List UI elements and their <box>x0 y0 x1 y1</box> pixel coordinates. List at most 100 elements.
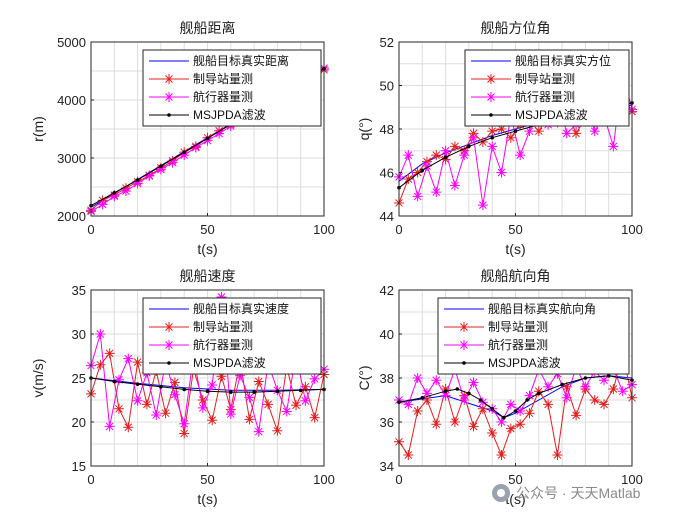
y-tick-label: 15 <box>72 459 86 474</box>
legend-entry: 舰船目标真实速度 <box>193 301 289 316</box>
x-tick-label: 50 <box>508 222 522 237</box>
legend-entry: 舰船目标真实航向角 <box>488 301 596 316</box>
legend-entry: 舰船目标真实距离 <box>193 53 289 68</box>
data-point-station <box>263 399 274 410</box>
data-point-aircraft <box>214 128 225 139</box>
data-point-aircraft <box>505 399 516 410</box>
y-tick-label: 52 <box>380 35 394 50</box>
data-point-aircraft <box>132 395 143 406</box>
data-point-aircraft <box>123 353 134 364</box>
data-point-station <box>543 399 554 410</box>
data-point-aircraft <box>104 421 115 432</box>
data-point-aircraft <box>599 375 610 386</box>
data-point-filter <box>513 409 518 413</box>
legend-marker-station <box>486 74 496 84</box>
data-point-filter <box>252 390 256 394</box>
data-point-filter <box>298 388 303 393</box>
legend-marker-aircraft <box>486 92 496 102</box>
data-point-station <box>449 417 460 427</box>
data-point-filter <box>229 390 233 394</box>
data-point-station <box>477 403 488 414</box>
x-tick-label: 50 <box>200 222 214 237</box>
data-point-station <box>300 381 311 392</box>
data-point-aircraft <box>524 390 535 401</box>
x-tick-label: 0 <box>395 222 402 237</box>
data-point-station <box>477 137 488 148</box>
data-point-aircraft <box>561 128 572 139</box>
data-point-filter <box>478 398 483 402</box>
legend-entry: MSJPDA滤波 <box>193 108 266 122</box>
legend-marker-station <box>459 322 469 332</box>
data-point-station <box>571 410 582 421</box>
data-point-station <box>253 376 264 387</box>
data-point-aircraft <box>202 135 213 146</box>
data-point-aircraft <box>608 141 619 152</box>
data-point-aircraft <box>403 399 414 410</box>
x-axis-label: t(s) <box>505 491 525 507</box>
data-point-aircraft <box>225 409 236 420</box>
x-tick-label: 50 <box>508 472 522 487</box>
data-point-station <box>561 381 572 392</box>
y-tick-label: 44 <box>380 209 394 224</box>
data-point-station <box>515 419 526 430</box>
data-point-aircraft <box>468 377 479 388</box>
data-point-station <box>524 408 535 419</box>
y-tick-label: 34 <box>380 459 394 474</box>
y-tick-label: 30 <box>72 327 86 342</box>
data-point-filter <box>182 150 186 154</box>
x-tick-label: 0 <box>87 472 94 487</box>
data-point-aircraft <box>281 406 292 417</box>
data-point-station <box>412 167 423 178</box>
data-point-aircraft <box>524 126 535 137</box>
y-axis-label: C(°) <box>356 365 372 390</box>
data-point-aircraft <box>515 150 526 161</box>
data-point-station <box>599 399 610 410</box>
y-tick-label: 48 <box>380 122 394 137</box>
y-axis-label: r(m) <box>30 116 46 142</box>
legend-entry: 制导站量测 <box>488 320 548 334</box>
data-point-station <box>496 450 507 460</box>
data-point-station <box>95 359 106 370</box>
legend-box <box>142 297 322 375</box>
legend-entry: 航行器量测 <box>193 337 253 352</box>
data-point-aircraft <box>496 167 507 178</box>
data-point-aircraft <box>197 402 208 413</box>
data-point-aircraft <box>412 373 423 383</box>
x-axis-label: t(s) <box>197 491 217 507</box>
data-point-station <box>533 126 544 137</box>
data-point-station <box>160 408 171 419</box>
legend-entry: 航行器量测 <box>488 337 548 352</box>
x-tick-label: 50 <box>200 472 214 487</box>
data-point-aircraft <box>97 199 108 210</box>
legend-entry: 舰船目标真实方位 <box>515 53 611 68</box>
legend-box <box>142 49 322 127</box>
data-point-station <box>216 371 227 382</box>
data-point-aircraft <box>421 388 432 399</box>
y-tick-label: 35 <box>72 283 86 298</box>
data-point-station <box>291 400 302 411</box>
data-point-station <box>104 348 115 359</box>
data-point-station <box>123 422 134 433</box>
data-point-filter <box>420 396 425 400</box>
data-point-station <box>440 154 451 165</box>
y-axis-label: v(m/s) <box>30 359 46 398</box>
data-point-station <box>608 384 619 394</box>
chart-panel-1: 0 50 100 2000 3000 4000 5000 舰船距离 t(s) r(m) 舰船目标真实… <box>30 20 335 257</box>
data-point-aircraft <box>431 375 442 386</box>
data-point-filter <box>112 379 117 384</box>
data-point-aircraft <box>151 409 162 420</box>
data-point-filter <box>513 129 518 133</box>
data-point-station <box>244 414 255 425</box>
y-axis-label: q(°) <box>356 118 372 141</box>
x-tick-label: 0 <box>87 222 94 237</box>
data-point-aircraft <box>477 200 488 211</box>
y-tick-label: 42 <box>380 283 394 298</box>
data-point-filter <box>525 398 529 402</box>
y-tick-label: 3000 <box>57 151 86 166</box>
data-point-aircraft <box>412 191 423 202</box>
data-point-station <box>421 395 432 405</box>
